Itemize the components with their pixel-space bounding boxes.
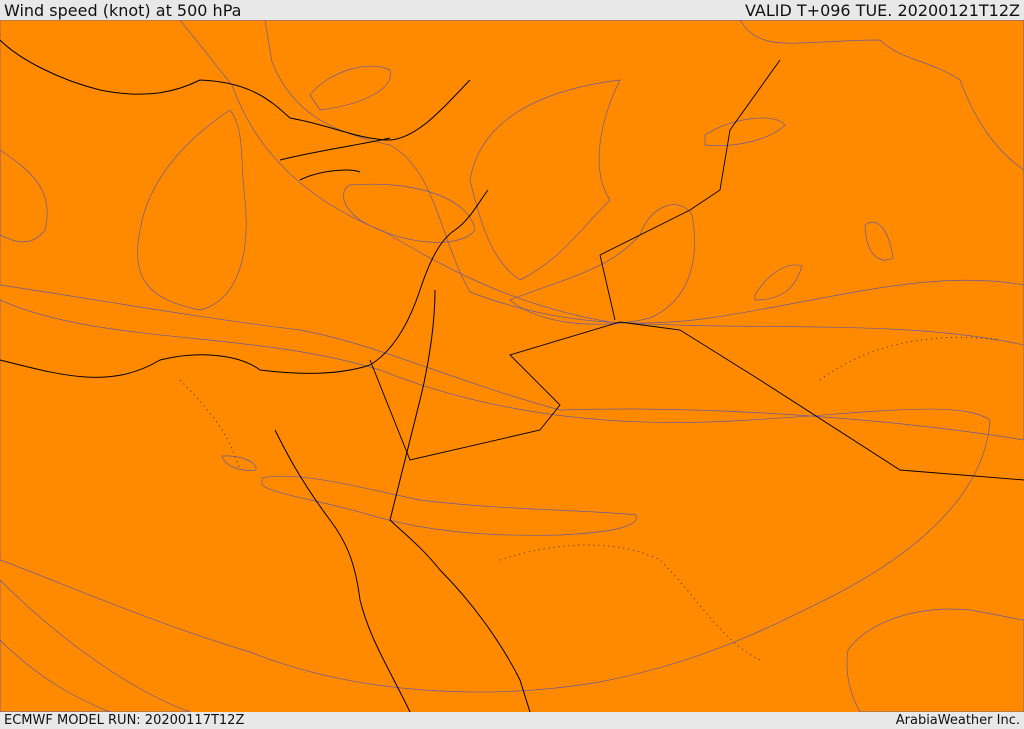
header-bar: Wind speed (knot) at 500 hPa VALID T+096… (0, 0, 1024, 20)
coastline (0, 189, 489, 378)
calm-area (739, 20, 1024, 171)
band-gold-patch (343, 183, 476, 243)
band-orange-left (137, 109, 247, 311)
band-gold-low (0, 639, 111, 712)
band-red-orange (846, 608, 1024, 712)
coastline (274, 429, 411, 712)
credit: ArabiaWeather Inc. (895, 713, 1020, 728)
band-gold-left (0, 149, 48, 243)
coastline (279, 137, 391, 181)
band-red (261, 475, 637, 536)
band-amber-low (0, 579, 191, 712)
footer-bar: ECMWF MODEL RUN: 20200117T12Z ArabiaWeat… (0, 712, 1024, 729)
border (599, 59, 781, 321)
band-gold-patch2 (469, 79, 621, 281)
band-red (221, 455, 257, 471)
band-yellow (264, 20, 1024, 324)
map-title: Wind speed (knot) at 500 hPa (4, 1, 242, 20)
band-red-orange (0, 299, 991, 693)
calm-area (754, 264, 803, 301)
calm-area (864, 222, 894, 261)
band-amber (0, 20, 1024, 441)
calm-area (509, 204, 695, 325)
calm-area (704, 117, 786, 146)
coastline (0, 39, 471, 141)
border (369, 321, 1024, 481)
coastline (389, 289, 531, 712)
base-band (0, 20, 1024, 712)
calm-area (309, 65, 391, 111)
dotted-contour (179, 336, 1001, 661)
band-gold (179, 20, 1024, 346)
wind-map (0, 20, 1024, 712)
valid-time: VALID T+096 TUE. 20200121T12Z (744, 1, 1020, 20)
model-run: ECMWF MODEL RUN: 20200117T12Z (4, 713, 245, 728)
